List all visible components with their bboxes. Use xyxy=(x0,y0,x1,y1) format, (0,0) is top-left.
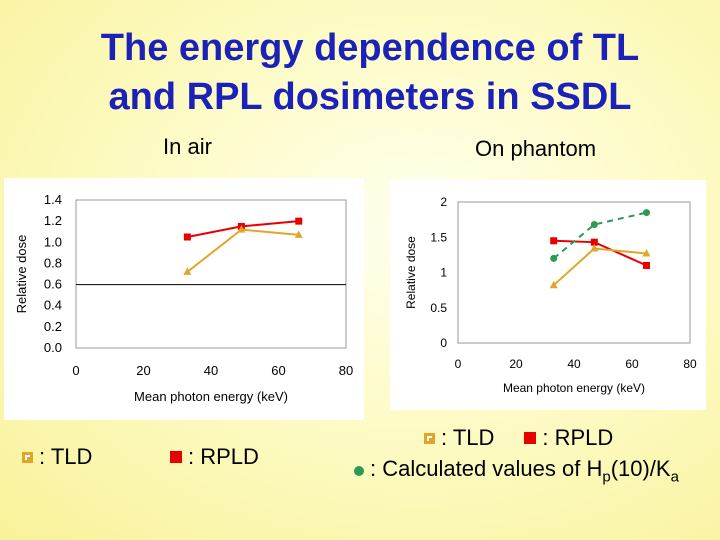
y-tick-label: 1.2 xyxy=(44,213,62,228)
legend-calc-label: : Calculated values of Hp(10)/Ka xyxy=(370,456,679,485)
rpld-point xyxy=(590,238,598,246)
rpld-point xyxy=(550,237,558,245)
slide-title: The energy dependence of TL and RPL dosi… xyxy=(40,24,700,122)
tld-point xyxy=(294,230,303,238)
y-tick-label: 0.0 xyxy=(44,340,62,355)
tld-point xyxy=(642,248,651,257)
subtitle-in-air: In air xyxy=(163,134,212,159)
y-tick-label: 1 xyxy=(440,266,447,280)
chart-in-air: 0.0 0.2 0.4 0.6 0.8 1.0 1.2 1.4 0 20 40 60 80 Mean ph… xyxy=(14,192,353,404)
y-tick-label: 2 xyxy=(440,195,447,209)
calc-point xyxy=(550,254,558,262)
tld-point xyxy=(183,267,192,275)
y-axis-label: Relative dose xyxy=(404,236,418,309)
x-tick-label: 20 xyxy=(509,357,523,371)
legend-calc-sub-p: p xyxy=(602,468,611,486)
y-tick-label: 0.2 xyxy=(44,319,62,334)
legend-right-rpld-label: : RPLD xyxy=(542,425,614,450)
tld-point xyxy=(590,244,599,252)
calculated-legend-marker-icon xyxy=(354,465,364,476)
x-axis-label: Mean photon energy (keV) xyxy=(503,381,645,395)
tld-legend-marker-icon xyxy=(424,432,435,444)
x-tick-label: 60 xyxy=(271,363,285,378)
calc-point xyxy=(590,221,598,229)
legend-left-tld-label: : TLD xyxy=(39,444,93,469)
legend-right-row-1: : TLD : RPLD xyxy=(424,425,613,451)
rpld-point xyxy=(295,217,303,225)
legend-right-tld-label: : TLD xyxy=(441,425,495,450)
plot-area xyxy=(457,201,691,344)
x-tick-label: 0 xyxy=(72,363,79,378)
x-tick-label: 0 xyxy=(455,357,462,371)
y-tick-label: 0.4 xyxy=(44,298,62,313)
rpld-legend-marker-icon xyxy=(524,432,537,444)
legend-calc-mid: (10)/K xyxy=(610,456,671,481)
y-tick-label: 0 xyxy=(440,336,447,350)
x-axis-label: Mean photon energy (keV) xyxy=(134,389,288,404)
tld-point xyxy=(237,225,246,233)
x-tick-label: 20 xyxy=(136,363,150,378)
y-axis-label: Relative dose xyxy=(14,235,29,314)
title-line-1: The energy dependence of TL xyxy=(100,27,640,69)
calc-point xyxy=(643,209,650,217)
chart-panel-in-air: 0.0 0.2 0.4 0.6 0.8 1.0 1.2 1.4 0 20 40 60 80 Mean ph… xyxy=(4,178,364,420)
legend-calc-sub-a: a xyxy=(670,468,679,486)
legend-calc-prefix: : Calculated values of H xyxy=(370,456,603,481)
chart-panel-on-phantom: 0 0.5 1 1.5 2 0 20 40 60 80 Mean photon energy (ke… xyxy=(390,180,706,410)
rpld-point xyxy=(183,233,191,241)
plot-area xyxy=(75,199,347,349)
legend-right-row-2: : Calculated values of Hp(10)/Ka xyxy=(354,456,679,485)
y-tick-label: 0.8 xyxy=(44,255,62,270)
tld-point xyxy=(549,280,558,289)
subtitle-on-phantom: On phantom xyxy=(475,136,597,161)
calc-series-line xyxy=(553,211,647,260)
x-tick-label: 40 xyxy=(567,357,581,371)
y-tick-label: 1.0 xyxy=(44,234,62,249)
legend-left-rpld-label: : RPLD xyxy=(188,444,259,469)
rpld-point xyxy=(643,261,650,269)
rpld-legend-marker-icon xyxy=(170,451,182,463)
y-tick-label: 1.4 xyxy=(44,192,62,207)
tld-legend-marker-icon xyxy=(22,451,33,463)
legend-left-rpld: : RPLD xyxy=(170,444,259,470)
x-tick-label: 40 xyxy=(204,363,218,378)
y-tick-label: 0.6 xyxy=(44,277,62,292)
x-tick-label: 60 xyxy=(625,357,639,371)
y-tick-label: 0.5 xyxy=(430,301,447,315)
y-tick-label: 1.5 xyxy=(430,230,447,244)
x-tick-label: 80 xyxy=(339,363,353,378)
x-tick-label: 80 xyxy=(683,357,697,371)
title-line-2: and RPL dosimeters in SSDL xyxy=(108,76,632,118)
legend-left-tld: : TLD xyxy=(22,444,92,470)
